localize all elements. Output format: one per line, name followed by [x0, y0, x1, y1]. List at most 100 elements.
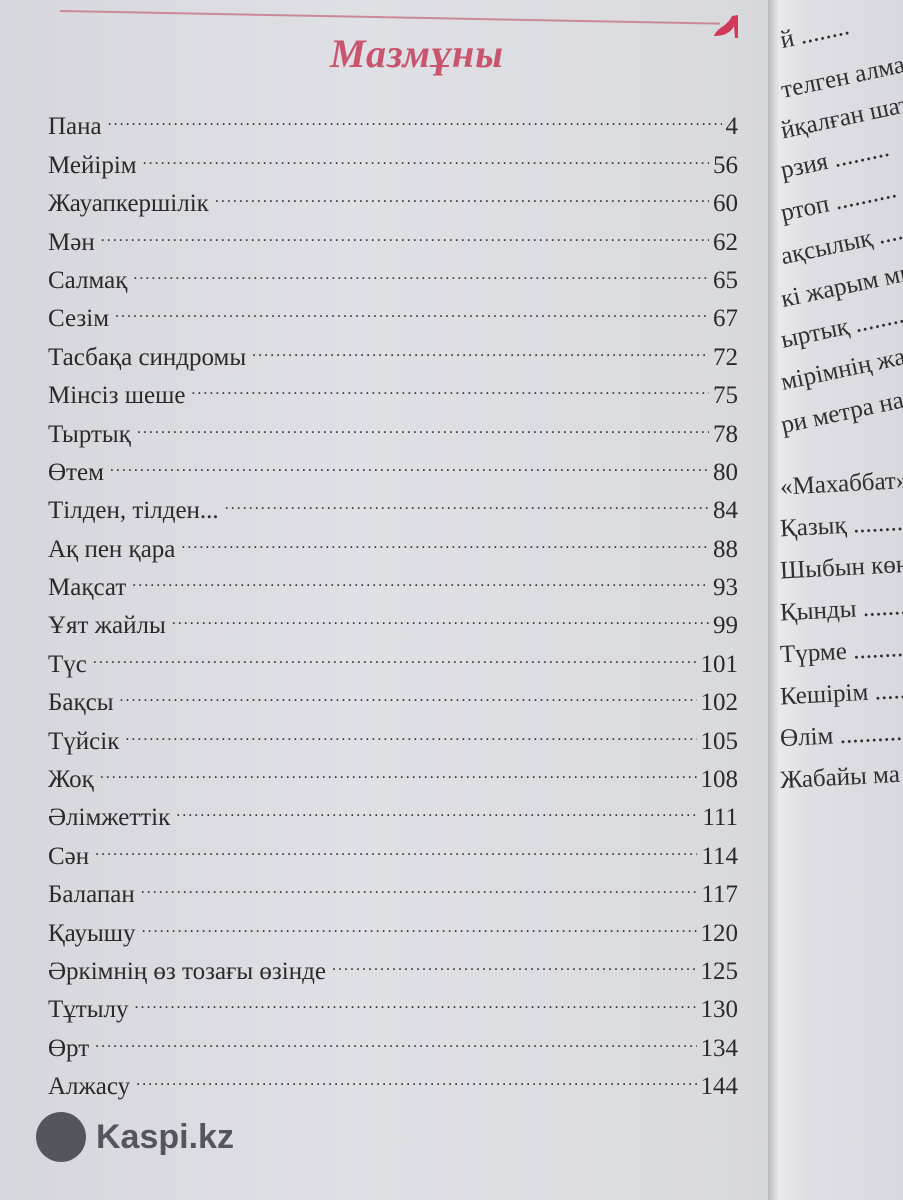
- facing-page-line: Жабайы ма: [779, 760, 901, 795]
- dot-leader: [142, 913, 697, 943]
- toc-entry-page: 111: [702, 804, 738, 832]
- toc-entry: Алжасу 144: [48, 1064, 738, 1102]
- dot-leader: [95, 836, 697, 866]
- toc-entry-page: 125: [700, 957, 739, 985]
- toc-entry-page: 108: [700, 766, 739, 794]
- dot-leader: [136, 1066, 696, 1096]
- toc-entry-title: Қауышу: [48, 919, 136, 947]
- toc-entry-title: Ақ пен қара: [48, 535, 176, 563]
- facing-page-line: ртоп ..........: [778, 176, 899, 227]
- toc-entry: Өрт 134: [48, 1025, 738, 1063]
- facing-page-line: Түрме .........: [779, 634, 903, 669]
- toc-entry-page: 78: [713, 420, 738, 448]
- dot-leader: [252, 337, 709, 367]
- dot-leader: [332, 951, 697, 981]
- page-title: Мазмұны: [330, 31, 504, 76]
- toc-entry-page: 60: [713, 190, 738, 218]
- dot-leader: [141, 874, 698, 904]
- toc-entry-title: Мейірім: [48, 151, 137, 179]
- toc-entry-page: 72: [713, 343, 738, 371]
- toc-entry: Әлімжеттік 111: [48, 795, 738, 833]
- facing-page-line: Қынды ........: [779, 592, 903, 627]
- toc-entry-page: 80: [713, 458, 738, 486]
- dot-leader: [125, 721, 696, 751]
- dot-leader: [110, 452, 709, 482]
- dot-leader: [100, 759, 697, 789]
- dot-leader: [93, 644, 697, 674]
- toc-entry: Түйсік 105: [48, 718, 738, 756]
- toc-entry-title: Өрт: [48, 1034, 90, 1062]
- toc-entry-page: 134: [700, 1034, 739, 1062]
- watermark-text: Kaspi.kz: [96, 1117, 234, 1156]
- toc-entry-page: 117: [701, 881, 738, 909]
- shoe-icon: [714, 15, 738, 38]
- facing-page-line: й ........: [777, 13, 852, 54]
- toc-entry-title: Ұят жайлы: [48, 612, 166, 640]
- toc-entry-page: 101: [700, 650, 739, 678]
- toc-entry: Салмақ 65: [48, 258, 738, 296]
- dot-leader: [132, 567, 709, 597]
- toc-entry-page: 99: [713, 612, 738, 640]
- toc-entry-title: Түйсік: [48, 727, 120, 755]
- toc-entry-title: Әлімжеттік: [48, 804, 171, 832]
- toc-entry: Тұтылу 130: [48, 987, 738, 1025]
- toc-entry-title: Тыртық: [48, 420, 131, 448]
- toc-entry-title: Мінсіз шеше: [48, 382, 186, 410]
- toc-entry-title: Мән: [48, 228, 95, 256]
- toc-entry: Әркімнің өз тозағы өзінде 125: [48, 949, 738, 987]
- toc-entry-page: 62: [713, 228, 738, 256]
- toc-entry: Өтем 80: [48, 450, 738, 488]
- toc-entry-title: Алжасу: [48, 1073, 131, 1101]
- toc-entry-title: Пана: [48, 113, 102, 141]
- toc-entry-title: Жоқ: [48, 766, 94, 794]
- toc-entry: Тыртық 78: [48, 411, 738, 449]
- toc-entry: Тілден, тілден... 84: [48, 488, 738, 526]
- toc-entry: Пана 4: [48, 104, 738, 142]
- toc-entry-page: 105: [700, 727, 739, 755]
- toc-entry: Тасбақа синдромы 72: [48, 334, 738, 372]
- toc-entry-page: 93: [713, 574, 738, 602]
- header-rule: [59, 10, 720, 25]
- facing-page-line: Кешірім ......: [779, 676, 903, 711]
- toc-entry: Мақсат 93: [48, 565, 738, 603]
- toc-entry: Мән 62: [48, 219, 738, 257]
- toc-entry-page: 65: [713, 266, 738, 294]
- toc-entry-title: Тасбақа синдромы: [48, 343, 247, 371]
- toc-entry: Сезім 67: [48, 296, 738, 334]
- dot-leader: [225, 490, 709, 520]
- dot-leader: [137, 414, 709, 444]
- toc-entry-title: Сән: [48, 842, 90, 870]
- toc-entry: Мінсіз шеше 75: [48, 373, 738, 411]
- dot-leader: [172, 605, 709, 635]
- dot-leader: [176, 797, 698, 827]
- dot-leader: [191, 375, 709, 405]
- toc-entry: Балапан 117: [48, 872, 738, 910]
- facing-page-line: Қазық .........: [779, 508, 903, 543]
- kaspi-logo-icon: [36, 1112, 86, 1162]
- facing-page-line: «Махаббат» .: [779, 466, 903, 501]
- toc-entry: Бақсы 102: [48, 680, 738, 718]
- toc-entry-title: Балапан: [48, 881, 135, 909]
- dot-leader: [95, 1028, 696, 1058]
- toc-entry-title: Түс: [48, 650, 87, 678]
- toc-entry: Қауышу 120: [48, 910, 738, 948]
- toc-entry-title: Жауапкершілік: [48, 190, 209, 218]
- toc-entry-title: Бақсы: [48, 689, 114, 717]
- toc-entry: Мейірім 56: [48, 142, 738, 180]
- dot-leader: [143, 145, 709, 175]
- facing-page-line: Өлім ..........: [779, 718, 903, 753]
- toc-entry: Жауапкершілік 60: [48, 181, 738, 219]
- toc-entry-title: Өтем: [48, 458, 104, 486]
- toc-entry-page: 88: [713, 535, 738, 563]
- dot-leader: [181, 529, 709, 559]
- toc-entry-page: 144: [700, 1073, 739, 1101]
- toc-entry-title: Тұтылу: [48, 996, 129, 1024]
- table-of-contents: Пана4Мейірім56 Жауапкершілік 60 Мән 62Салмақ…: [48, 104, 738, 1102]
- toc-entry-page: 120: [700, 919, 739, 947]
- dot-leader: [215, 183, 709, 213]
- facing-page-line: Шыбын көңі: [779, 550, 903, 585]
- toc-entry: Түс 101: [48, 641, 738, 679]
- toc-entry: Жоқ 108: [48, 757, 738, 795]
- toc-entry: Ұят жайлы 99: [48, 603, 738, 641]
- toc-entry-title: Мақсат: [48, 574, 127, 602]
